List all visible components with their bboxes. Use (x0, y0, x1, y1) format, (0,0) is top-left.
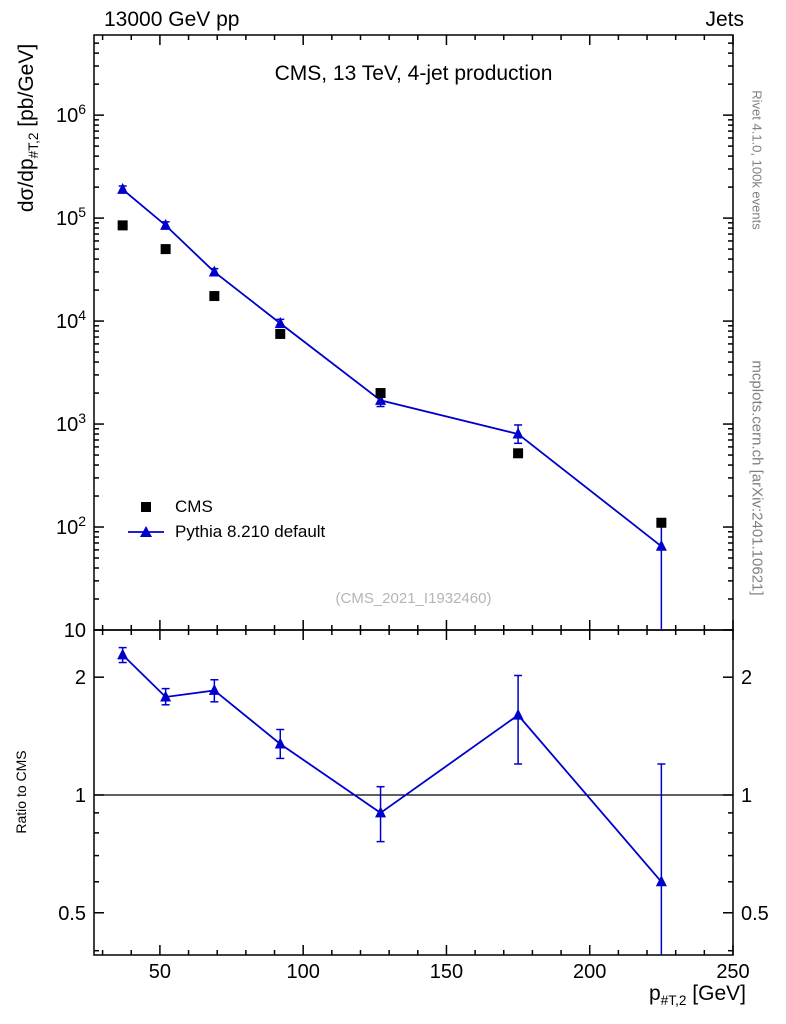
svg-text:105: 105 (56, 204, 86, 230)
tick-labels: 50 100 150 200 250 10 102 103 104 105 106 0.5 0.5 1 1 2… (56, 101, 769, 983)
svg-text:103: 103 (56, 410, 86, 436)
cms-square-marker-icon (128, 500, 164, 514)
main-y-axis-title: dσ/dp#T,2 [pb/GeV] (15, 44, 41, 212)
svg-text:106: 106 (56, 101, 86, 127)
svg-text:1: 1 (741, 785, 752, 807)
main-y-axis-title-subscript: #T,2 (25, 132, 41, 159)
legend-label-pythia: Pythia 8.210 default (175, 521, 326, 541)
cms-markers (117, 220, 667, 528)
svg-text:250: 250 (716, 961, 749, 983)
analysis-id-watermark: (CMS_2021_I1932460) (335, 590, 492, 607)
legend-item-pythia: Pythia 8.210 default (128, 519, 325, 544)
pythia-triangle-line-marker-icon (128, 525, 164, 539)
svg-text:0.5: 0.5 (741, 903, 769, 925)
x-axis-title-units: [GeV] (686, 982, 746, 1005)
svg-text:104: 104 (56, 307, 86, 333)
svg-text:150: 150 (430, 961, 463, 983)
plot-title: CMS, 13 TeV, 4-jet production (274, 62, 553, 85)
svg-text:0.5: 0.5 (58, 903, 86, 925)
process-label: Jets (705, 8, 744, 31)
main-y-axis-title-prefix: dσ/dp (15, 158, 39, 213)
svg-text:1: 1 (75, 785, 86, 807)
mcplots-reference-note: mcplots.cern.ch [arXiv:2401.10621] (748, 360, 766, 596)
pythia-line (122, 188, 662, 547)
main-y-axis-title-units: [pb/GeV] (15, 43, 39, 133)
svg-text:200: 200 (573, 961, 606, 983)
svg-text:10: 10 (64, 620, 86, 642)
beam-energy-label: 13000 GeV pp (104, 8, 240, 31)
ratio-error-bars (118, 646, 666, 955)
pythia-markers (117, 182, 667, 551)
ratio-line (122, 654, 663, 883)
svg-text:2: 2 (741, 667, 752, 689)
rivet-version-note: Rivet 4.1.0, 100k events (749, 90, 765, 230)
axis-ticks (94, 35, 734, 955)
x-axis-title: p#T,2 [GeV] (649, 982, 746, 1008)
ratio-panel-data (94, 646, 733, 955)
legend-label-cms: CMS (175, 496, 213, 516)
legend: CMS Pythia 8.210 default (128, 494, 325, 544)
svg-text:50: 50 (149, 961, 171, 983)
main-panel-data (117, 182, 667, 630)
svg-text:100: 100 (286, 961, 319, 983)
ratio-markers (117, 648, 667, 887)
panel-frames (93, 34, 734, 956)
svg-text:2: 2 (75, 667, 86, 689)
svg-text:102: 102 (56, 513, 86, 539)
x-axis-title-subscript: #T,2 (660, 992, 687, 1008)
ratio-y-axis-title: Ratio to CMS (13, 750, 29, 834)
legend-item-cms: CMS (128, 494, 325, 519)
x-axis-title-prefix: p (648, 982, 661, 1005)
